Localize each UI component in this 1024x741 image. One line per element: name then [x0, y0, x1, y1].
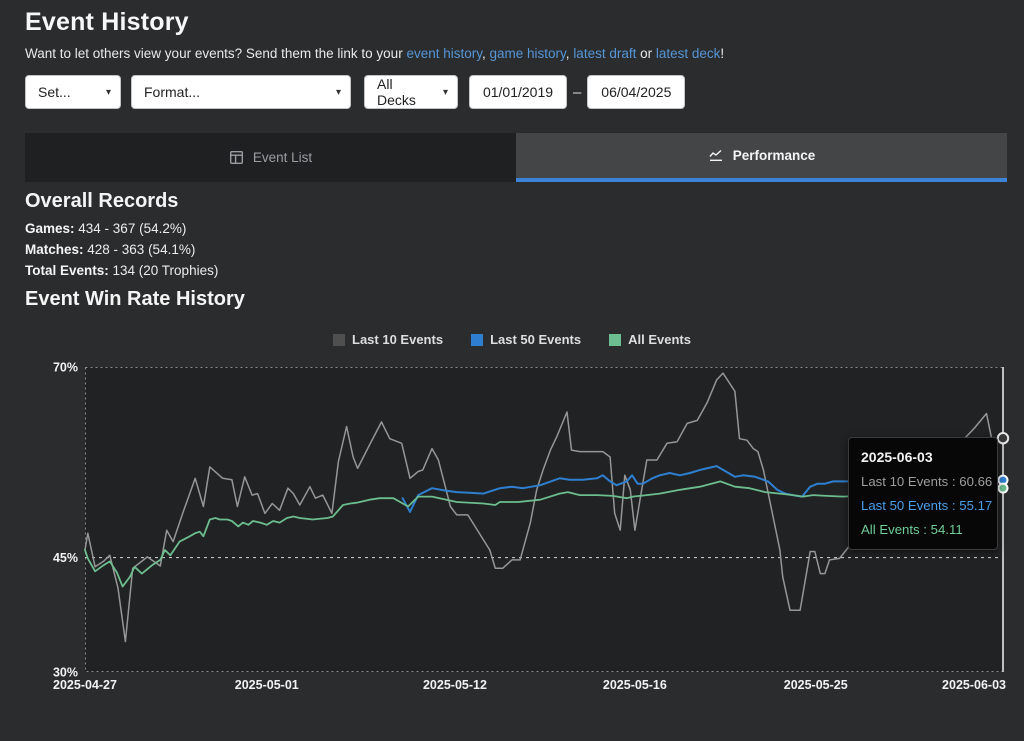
decks-dropdown[interactable]: All Decks ▾	[364, 75, 458, 109]
records-stats: Games: 434 - 367 (54.2%) Matches: 428 - 3…	[25, 221, 218, 278]
format-dropdown[interactable]: Format... ▾	[131, 75, 351, 109]
chevron-down-icon: ▾	[336, 87, 341, 98]
legend-label: Last 50 Events	[490, 332, 581, 347]
separator: or	[636, 46, 656, 61]
x-tick-label: 2025-05-12	[423, 678, 487, 692]
end-marker-all-events	[999, 484, 1008, 493]
chart-legend: Last 10 Events Last 50 Events All Events	[0, 332, 1024, 347]
x-tick-label: 2025-05-01	[235, 678, 299, 692]
legend-swatch	[333, 334, 345, 346]
format-dropdown-value: Format...	[144, 84, 200, 100]
date-to-input[interactable]: 06/04/2025	[587, 75, 685, 109]
latest-deck-link[interactable]: latest deck	[656, 46, 721, 61]
legend-label: Last 10 Events	[352, 332, 443, 347]
legend-item[interactable]: All Events	[609, 332, 691, 347]
tooltip-row: All Events : 54.11	[861, 522, 985, 537]
table-icon	[229, 150, 244, 165]
subtitle-suffix: !	[720, 46, 724, 61]
game-history-link[interactable]: game history	[490, 46, 566, 61]
overall-records-section: Overall Records Games: 434 - 367 (54.2%)…	[25, 190, 218, 284]
chart-tooltip: 2025-06-03 Last 10 Events : 60.66 Last 50…	[848, 437, 998, 550]
filter-bar: Set... ▾ Format... ▾ All Decks ▾ 01/01/2…	[25, 75, 685, 109]
chevron-down-icon: ▾	[443, 87, 448, 98]
tooltip-row: Last 10 Events : 60.66	[861, 474, 985, 489]
tooltip-row: Last 50 Events : 55.17	[861, 498, 985, 513]
event-history-link[interactable]: event history	[406, 46, 482, 61]
chart-heading: Event Win Rate History	[25, 288, 245, 311]
legend-swatch	[471, 334, 483, 346]
x-tick-label: 2025-05-16	[603, 678, 667, 692]
overall-records-heading: Overall Records	[25, 190, 218, 213]
x-tick-label: 2025-06-03	[942, 678, 1006, 692]
date-to-value: 06/04/2025	[601, 84, 671, 100]
x-tick-label: 2025-04-27	[53, 678, 117, 692]
legend-swatch	[609, 334, 621, 346]
tab-performance[interactable]: Performance	[516, 133, 1007, 182]
date-from-input[interactable]: 01/01/2019	[469, 75, 567, 109]
legend-item[interactable]: Last 10 Events	[333, 332, 443, 347]
subtitle-prefix: Want to let others view your events? Sen…	[25, 46, 406, 61]
x-tick-label: 2025-05-25	[784, 678, 848, 692]
tab-event-list-label: Event List	[253, 150, 312, 165]
record-row: Total Events: 134 (20 Trophies)	[25, 263, 218, 278]
line-chart-icon	[708, 148, 724, 163]
y-tick-label: 70%	[53, 361, 78, 375]
record-row: Games: 434 - 367 (54.2%)	[25, 221, 218, 236]
chevron-down-icon: ▾	[106, 87, 111, 98]
record-row: Matches: 428 - 363 (54.1%)	[25, 242, 218, 257]
tab-event-list[interactable]: Event List	[25, 133, 516, 182]
page-header: Event History Want to let others view yo…	[25, 6, 1004, 61]
view-tabs: Event List Performance	[25, 133, 1007, 182]
tooltip-rows: Last 10 Events : 60.66 Last 50 Events : 5…	[861, 474, 985, 537]
record-label: Games:	[25, 221, 75, 236]
date-from-value: 01/01/2019	[483, 84, 553, 100]
date-range-separator: –	[573, 84, 581, 101]
record-label: Total Events:	[25, 263, 109, 278]
y-tick-label: 45%	[53, 551, 78, 565]
tooltip-date: 2025-06-03	[861, 449, 985, 465]
page-title: Event History	[25, 8, 1004, 37]
win-rate-chart[interactable]: 70%45%30%2025-04-272025-05-012025-05-122…	[0, 355, 1024, 701]
tab-performance-label: Performance	[733, 148, 816, 163]
share-links-text: Want to let others view your events? Sen…	[25, 46, 1004, 61]
set-dropdown[interactable]: Set... ▾	[25, 75, 121, 109]
record-label: Matches:	[25, 242, 84, 257]
separator: ,	[482, 46, 490, 61]
decks-dropdown-value: All Decks	[377, 76, 433, 108]
latest-draft-link[interactable]: latest draft	[573, 46, 636, 61]
legend-item[interactable]: Last 50 Events	[471, 332, 581, 347]
set-dropdown-value: Set...	[38, 84, 71, 100]
end-marker-last-10-events	[998, 433, 1008, 443]
legend-label: All Events	[628, 332, 691, 347]
